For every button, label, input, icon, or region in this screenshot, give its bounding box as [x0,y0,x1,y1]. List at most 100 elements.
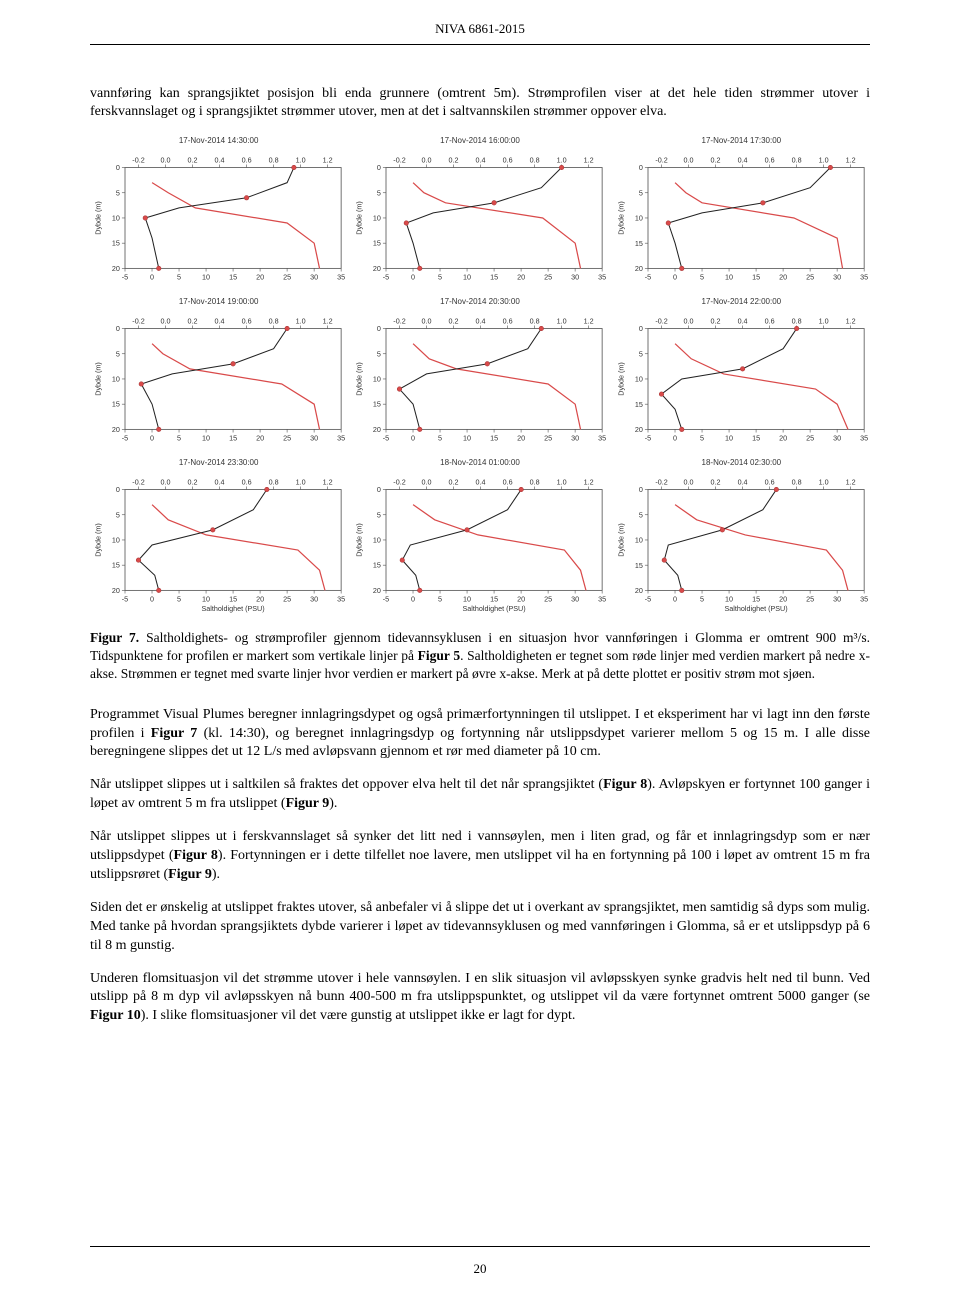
chart-svg: -0.20.00.20.40.60.81.01.2-50510152025303… [90,310,347,454]
svg-text:20: 20 [635,425,643,434]
svg-text:20: 20 [256,273,264,282]
svg-text:0.6: 0.6 [242,156,252,165]
svg-text:35: 35 [337,273,345,282]
top-rule [90,44,870,45]
svg-text:-0.2: -0.2 [655,156,667,165]
bottom-rule [90,1246,870,1247]
svg-text:-0.2: -0.2 [132,156,144,165]
svg-text:0: 0 [411,273,415,282]
svg-text:Saltholdighet (PSU): Saltholdighet (PSU) [202,604,265,613]
svg-text:0.2: 0.2 [710,156,720,165]
svg-text:15: 15 [752,595,760,604]
svg-text:10: 10 [463,434,471,443]
svg-text:-0.2: -0.2 [394,156,406,165]
svg-text:0.0: 0.0 [161,316,171,325]
svg-text:0.2: 0.2 [710,477,720,486]
subplot-title: 17-Nov-2014 23:30:00 [90,458,347,469]
svg-text:0.8: 0.8 [530,156,540,165]
svg-text:0.4: 0.4 [215,156,225,165]
subplot: 17-Nov-2014 23:30:00-0.20.00.20.40.60.81… [90,458,347,615]
svg-text:20: 20 [112,425,120,434]
svg-text:10: 10 [463,273,471,282]
svg-text:Dybde (m): Dybde (m) [93,362,102,396]
svg-text:20: 20 [256,434,264,443]
svg-text:15: 15 [490,273,498,282]
svg-text:1.2: 1.2 [845,477,855,486]
svg-text:0.4: 0.4 [737,156,747,165]
svg-text:-0.2: -0.2 [132,316,144,325]
svg-text:5: 5 [377,349,381,358]
fig7-label: Figur 7. [90,630,139,645]
svg-text:5: 5 [438,434,442,443]
svg-text:0.8: 0.8 [791,316,801,325]
svg-text:Dybde (m): Dybde (m) [355,523,364,557]
svg-text:Saltholdighet (PSU): Saltholdighet (PSU) [724,604,787,613]
svg-text:1.2: 1.2 [323,156,333,165]
svg-text:1.0: 1.0 [296,156,306,165]
svg-text:0.4: 0.4 [476,316,486,325]
svg-text:1.2: 1.2 [584,316,594,325]
svg-text:-5: -5 [644,434,650,443]
svg-text:15: 15 [229,273,237,282]
svg-text:1.0: 1.0 [557,477,567,486]
svg-text:0.0: 0.0 [161,156,171,165]
svg-text:30: 30 [310,434,318,443]
svg-text:5: 5 [116,349,120,358]
subplot: 17-Nov-2014 14:30:00-0.20.00.20.40.60.81… [90,136,347,293]
chart-svg: -0.20.00.20.40.60.81.01.2-50510152025303… [613,149,870,293]
svg-text:1.0: 1.0 [557,316,567,325]
svg-text:15: 15 [635,400,643,409]
svg-text:15: 15 [490,434,498,443]
svg-text:20: 20 [373,264,381,273]
svg-text:25: 25 [806,273,814,282]
svg-text:0: 0 [377,485,381,494]
paragraph-5: Siden det er ønskelig at utslippet frakt… [90,899,870,956]
paragraph-4: Når utslippet slippes ut i ferskvannslag… [90,828,870,885]
svg-text:35: 35 [860,434,868,443]
svg-text:0.6: 0.6 [503,156,513,165]
svg-text:15: 15 [752,273,760,282]
svg-text:0: 0 [673,595,677,604]
svg-text:0.8: 0.8 [269,316,279,325]
svg-text:-5: -5 [383,273,389,282]
svg-text:0.4: 0.4 [215,316,225,325]
svg-text:35: 35 [337,434,345,443]
svg-text:0.4: 0.4 [737,477,747,486]
svg-text:25: 25 [283,595,291,604]
svg-text:0.0: 0.0 [422,477,432,486]
subplot: 17-Nov-2014 20:30:00-0.20.00.20.40.60.81… [351,297,608,454]
svg-text:25: 25 [544,434,552,443]
subplot-title: 17-Nov-2014 20:30:00 [351,297,608,308]
svg-text:15: 15 [752,434,760,443]
svg-text:-0.2: -0.2 [394,316,406,325]
svg-text:0.6: 0.6 [242,316,252,325]
chart-svg: -0.20.00.20.40.60.81.01.2-50510152025303… [351,149,608,293]
svg-text:20: 20 [517,273,525,282]
svg-text:5: 5 [177,273,181,282]
chart-svg: -0.20.00.20.40.60.81.01.2-50510152025303… [351,471,608,615]
doc-header: NIVA 6861-2015 [90,20,870,38]
svg-text:1.0: 1.0 [296,477,306,486]
svg-text:10: 10 [112,375,120,384]
svg-text:-0.2: -0.2 [655,477,667,486]
chart-svg: -0.20.00.20.40.60.81.01.2-50510152025303… [613,310,870,454]
svg-text:15: 15 [229,434,237,443]
svg-text:30: 30 [571,595,579,604]
svg-text:15: 15 [373,239,381,248]
svg-text:-5: -5 [644,273,650,282]
svg-text:0.0: 0.0 [683,156,693,165]
svg-text:35: 35 [598,273,606,282]
svg-text:25: 25 [806,434,814,443]
svg-text:5: 5 [177,595,181,604]
svg-text:35: 35 [860,595,868,604]
svg-text:35: 35 [598,434,606,443]
svg-text:0.0: 0.0 [422,156,432,165]
svg-text:1.0: 1.0 [818,477,828,486]
svg-text:20: 20 [779,273,787,282]
subplot-title: 18-Nov-2014 02:30:00 [613,458,870,469]
svg-text:0.8: 0.8 [269,477,279,486]
svg-text:0: 0 [639,324,643,333]
svg-text:10: 10 [635,214,643,223]
svg-text:30: 30 [833,434,841,443]
svg-text:0.8: 0.8 [269,156,279,165]
